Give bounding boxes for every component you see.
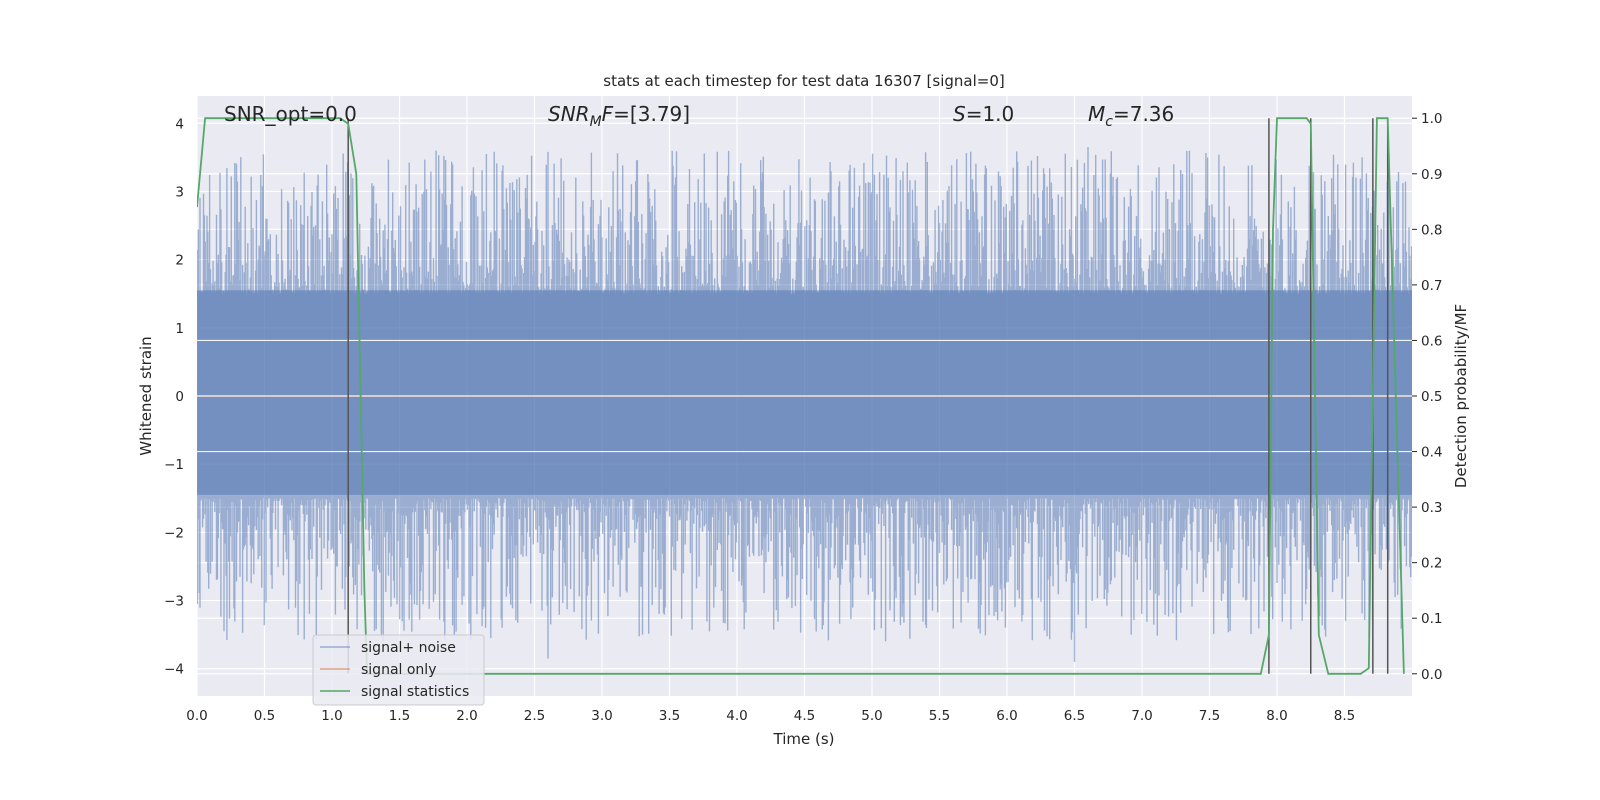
annotation-snr-opt: SNR_opt=0.0 — [224, 102, 357, 126]
y-left-tick-label: 0 — [175, 389, 184, 405]
y-right-tick-label: 0.3 — [1421, 500, 1442, 516]
x-tick-label: 4.0 — [726, 708, 747, 724]
series-signal-plus-noise — [197, 147, 1412, 662]
x-tick-label: 1.5 — [389, 708, 410, 724]
x-tick-label: 6.5 — [1064, 708, 1085, 724]
noise-core — [197, 290, 1412, 495]
x-tick-label: 8.0 — [1266, 708, 1287, 724]
series-signal-statistics — [197, 117, 1405, 675]
y-right-tick-label: 1.0 — [1421, 111, 1442, 127]
y-right-tick-label: 0.9 — [1421, 167, 1442, 183]
y-axis-left-ticks: −4 −3 −2 −1 0 1 2 3 4 — [164, 116, 184, 677]
annotation-snr-mf: SNRMF=[3.79] — [548, 102, 690, 130]
x-tick-label: 7.5 — [1199, 708, 1220, 724]
y-right-tick-label: 0.1 — [1421, 611, 1442, 627]
x-tick-label: 3.0 — [591, 708, 612, 724]
legend-label-signal: signal only — [361, 662, 436, 678]
y-right-tick-label: 0.0 — [1421, 667, 1442, 683]
x-tick-label: 4.5 — [794, 708, 815, 724]
y-axis-right-label: Detection probability/MF — [1452, 304, 1470, 488]
annotation-s: S=1.0 — [953, 102, 1014, 126]
y-left-tick-label: 4 — [175, 116, 184, 132]
y-right-tick-label: 0.5 — [1421, 389, 1442, 405]
y-axis-right-ticks: 0.0 0.1 0.2 0.3 0.4 0.5 0.6 0.7 0.8 0.9 1.0 — [1412, 111, 1442, 683]
x-tick-label: 5.5 — [929, 708, 950, 724]
y-left-tick-label: −2 — [164, 525, 184, 541]
x-tick-label: 5.0 — [861, 708, 882, 724]
x-tick-label: 7.0 — [1131, 708, 1152, 724]
legend-label-stats: signal statistics — [361, 684, 469, 700]
stats-line — [197, 117, 1405, 675]
annotation-mc: Mc=7.36 — [1088, 102, 1174, 130]
x-tick-label: 0.0 — [186, 708, 207, 724]
x-tick-label: 8.5 — [1334, 708, 1355, 724]
y-axis-left-label: Whitened strain — [137, 336, 155, 455]
legend-box — [312, 634, 485, 706]
legend-label-noise: signal+ noise — [361, 640, 456, 656]
chart-title: stats at each timestep for test data 163… — [603, 72, 1004, 90]
y-left-tick-label: −1 — [164, 457, 184, 473]
annotations: SNR_opt=0.0 SNRMF=[3.79] S=1.0 Mc=7.36 — [224, 102, 1174, 130]
x-tick-label: 6.0 — [996, 708, 1017, 724]
x-axis-label: Time (s) — [773, 730, 835, 748]
y-left-tick-label: 3 — [175, 184, 184, 200]
y-left-tick-label: 1 — [175, 321, 184, 337]
x-axis-ticks: 0.0 0.5 1.0 1.5 2.0 2.5 3.0 3.5 4.0 4.5 5.0 5.5 6.0 6… — [186, 708, 1355, 724]
series-signal-only — [197, 339, 1412, 453]
legend: signal+ noise signal only signal statist… — [312, 634, 485, 706]
y-right-tick-label: 0.7 — [1421, 278, 1442, 294]
y-right-tick-label: 0.6 — [1421, 333, 1442, 349]
x-tick-label: 2.5 — [524, 708, 545, 724]
y-right-tick-label: 0.4 — [1421, 445, 1442, 461]
x-tick-label: 2.0 — [456, 708, 477, 724]
y-left-tick-label: −3 — [164, 594, 184, 610]
y-right-tick-label: 0.8 — [1421, 222, 1442, 238]
x-tick-label: 3.5 — [659, 708, 680, 724]
y-left-tick-label: −4 — [164, 662, 184, 678]
y-right-tick-label: 0.2 — [1421, 556, 1442, 572]
x-tick-label: 0.5 — [254, 708, 275, 724]
x-tick-label: 1.0 — [321, 708, 342, 724]
y-left-tick-label: 2 — [175, 253, 184, 269]
